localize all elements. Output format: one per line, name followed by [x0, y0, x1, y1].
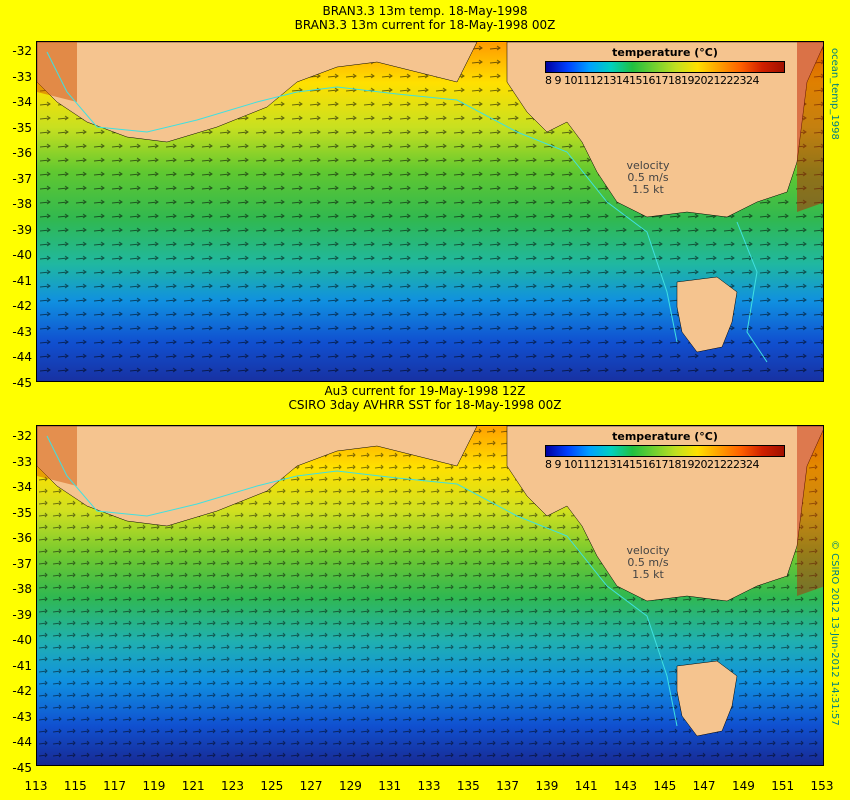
lat-tick-label: -37	[12, 171, 32, 186]
lat-tick-label: -36	[12, 531, 32, 545]
temperature-legend-top: temperature (°C) 8 9 1011121314151617181…	[545, 46, 785, 87]
legend-title: temperature (°C)	[612, 430, 718, 443]
lat-tick-label: -40	[12, 248, 32, 262]
lon-tick-label: 129	[338, 779, 362, 793]
lon-tick-label: 153	[810, 779, 834, 793]
lon-tick-label: 125	[260, 779, 284, 793]
side-label-bottom: © CSIRO 2012 13-Jun-2012 14:31:57	[829, 540, 840, 726]
lon-tick-label: 147	[692, 779, 716, 793]
lon-tick-label: 143	[614, 779, 637, 793]
lat-tick-label: -43	[12, 709, 32, 724]
lat-tick-label: -32	[12, 44, 32, 58]
side-label-top: ocean_temp_1998	[829, 48, 840, 140]
lat-tick-label: -37	[12, 556, 32, 571]
panel2-title-line1: Au3 current for 19-May-1998 12Z	[324, 384, 526, 398]
lon-tick-label: 119	[142, 779, 166, 793]
lon-tick-label: 127	[299, 779, 323, 793]
legend-ticks: 8 9 101112131415161718192021222324	[545, 458, 759, 471]
lat-tick-label: -42	[12, 299, 32, 313]
map-panel-bran	[36, 41, 824, 382]
lat-tick-label: -32	[12, 429, 32, 443]
lon-tick-label: 137	[496, 779, 520, 793]
sst-map-bran	[37, 42, 823, 381]
velocity-knots: 1.5 kt	[632, 568, 664, 581]
velocity-scale: 0.5 m/s	[627, 556, 669, 569]
lon-tick-label: 141	[574, 779, 598, 793]
land-tasmania	[676, 660, 738, 737]
lon-tick-label: 139	[535, 779, 559, 793]
velocity-label: velocity	[626, 159, 670, 172]
lat-tick-label: -41	[12, 658, 32, 673]
lon-tick-label: 113	[24, 779, 48, 793]
legend-title: temperature (°C)	[612, 46, 718, 59]
velocity-key-top: velocity 0.5 m/s 1.5 kt	[618, 160, 678, 196]
lon-tick-label: 149	[731, 779, 755, 793]
map-panel-avhrr	[36, 425, 824, 766]
lon-tick-label: 135	[456, 779, 480, 793]
velocity-scale: 0.5 m/s	[627, 171, 669, 184]
lat-tick-label: -35	[12, 505, 32, 520]
velocity-key-bottom: velocity 0.5 m/s 1.5 kt	[618, 545, 678, 581]
legend-colorbar	[545, 61, 785, 73]
lon-tick-label: 151	[771, 779, 795, 793]
lat-tick-label: -39	[12, 222, 32, 237]
velocity-label: velocity	[626, 544, 670, 557]
lat-tick-label: -38	[12, 582, 32, 596]
lat-tick-label: -36	[12, 146, 32, 160]
lat-tick-label: -39	[12, 607, 32, 622]
land-western-australia	[37, 426, 478, 527]
temperature-legend-bottom: temperature (°C) 8 9 1011121314151617181…	[545, 430, 785, 471]
land-south-australia	[506, 426, 823, 602]
panel1-title-line2: BRAN3.3 13m current for 18-May-1998 00Z	[294, 18, 556, 32]
panel2-title-line2: CSIRO 3day AVHRR SST for 18-May-1998 00Z	[288, 398, 562, 412]
lon-tick-label: 115	[63, 779, 87, 793]
land-western-australia	[37, 42, 478, 143]
legend-ticks: 8 9 101112131415161718192021222324	[545, 74, 759, 87]
lon-tick-label: 145	[653, 779, 677, 793]
lat-tick-label: -42	[12, 684, 32, 698]
velocity-knots: 1.5 kt	[632, 183, 664, 196]
lat-tick-label: -44	[12, 735, 32, 749]
lat-tick-label: -43	[12, 324, 32, 339]
legend-colorbar	[545, 445, 785, 457]
land-tasmania	[676, 276, 738, 353]
lat-tick-label: -40	[12, 633, 32, 647]
lat-tick-label: -33	[12, 454, 32, 469]
lat-tick-label: -33	[12, 69, 32, 84]
lat-tick-label: -45	[12, 760, 32, 775]
lon-tick-label: 123	[221, 779, 244, 793]
lon-tick-label: 133	[417, 779, 441, 793]
lat-tick-label: -38	[12, 197, 32, 211]
lat-tick-label: -45	[12, 375, 32, 390]
lon-tick-label: 131	[378, 779, 402, 793]
lat-tick-label: -34	[12, 480, 32, 494]
lat-tick-label: -34	[12, 95, 32, 109]
lon-tick-label: 121	[181, 779, 205, 793]
lat-tick-label: -35	[12, 120, 32, 135]
lon-tick-label: 117	[103, 779, 127, 793]
lat-tick-label: -41	[12, 273, 32, 288]
sst-map-avhrr	[37, 426, 823, 765]
lat-tick-label: -44	[12, 350, 32, 364]
panel1-title-line1: BRAN3.3 13m temp. 18-May-1998	[322, 4, 528, 18]
